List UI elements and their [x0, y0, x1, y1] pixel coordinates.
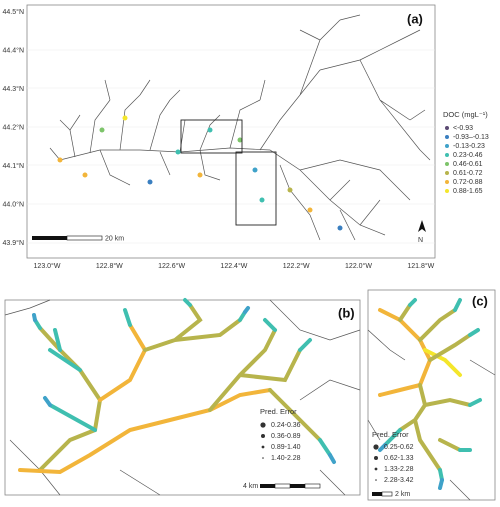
- legend-swatch: [374, 467, 378, 471]
- stream-network-b: [18, 298, 336, 475]
- legend-swatch: [445, 189, 449, 193]
- north-arrow: [418, 220, 426, 232]
- legend-swatch: [373, 444, 379, 450]
- lon-label: 122.4°W: [220, 262, 247, 270]
- scale-label: 2 km: [395, 491, 410, 498]
- legend-label: 0.23-0.46: [453, 152, 483, 159]
- lon-label: 122.8°W: [96, 262, 123, 270]
- background-rivers: [367, 329, 496, 501]
- legend-swatch: [445, 162, 449, 166]
- legend-label: 0.89-1.40: [271, 444, 301, 451]
- legend-swatch: [445, 126, 449, 130]
- inset-box-b: [180, 119, 243, 154]
- legend-swatch: [261, 445, 265, 449]
- legend-label: 0.88-1.65: [453, 188, 483, 195]
- panel-label: (c): [472, 293, 488, 308]
- legend-label: -0.13-0.23: [453, 143, 485, 150]
- legend-label: <-0.93: [453, 125, 473, 132]
- legend-b: 0.24-0.36 0.36-0.89 0.89-1.40 1.40-2.28: [260, 422, 301, 462]
- scale-bar: [66, 235, 103, 241]
- legend-swatch: [445, 171, 449, 175]
- legend-label: 1.33-2.28: [384, 466, 414, 473]
- lon-label: 122.6°W: [158, 262, 185, 270]
- scale-label: 4 km: [243, 483, 258, 490]
- legend-swatch: [262, 457, 264, 459]
- legend-label: 2.28-3.42: [384, 477, 414, 484]
- legend-label: 1.40-2.28: [271, 455, 301, 462]
- legend-swatch: [261, 434, 265, 438]
- legend-title: Pred. Error: [260, 407, 297, 416]
- legend-swatch: [445, 180, 449, 184]
- lat-label: 44.4°N: [3, 46, 24, 54]
- legend-a: <-0.93 -0.93–-0.13 -0.13-0.23 0.23-0.46 0.46…: [445, 125, 489, 195]
- sites: [57, 115, 343, 231]
- scale-label: 20 km: [105, 235, 124, 242]
- lon-labels: 123.0°W 122.8°W 122.6°W 122.4°W 122.2°W 122.0…: [34, 262, 435, 270]
- map-frame-c: [367, 289, 496, 501]
- north-label: N: [418, 237, 423, 244]
- inset-box-c: [235, 151, 277, 226]
- panel-label: (a): [407, 11, 423, 26]
- graticule: [27, 49, 435, 244]
- legend-label: -0.93–-0.13: [453, 134, 489, 141]
- legend-title: DOC (mgL⁻¹): [443, 110, 488, 119]
- lat-label: 44.1°N: [3, 162, 24, 170]
- legend-label: 0.36-0.89: [271, 433, 301, 440]
- lat-label: 43.9°N: [3, 239, 24, 247]
- legend-c: 0.25-0.62 0.62-1.33 1.33-2.28 2.28-3.42: [373, 444, 414, 484]
- legend-swatch: [445, 135, 449, 139]
- legend-swatch: [375, 479, 377, 481]
- stream-network-c: [378, 298, 482, 490]
- lon-label: 123.0°W: [34, 262, 61, 270]
- map-frame-b: [4, 299, 361, 496]
- legend-label: 0.25-0.62: [384, 444, 414, 451]
- map-frame-a: [26, 4, 436, 259]
- legend-swatch: [445, 153, 449, 157]
- lat-label: 44.2°N: [3, 123, 24, 131]
- legend-swatch: [260, 422, 266, 428]
- lon-label: 122.2°W: [283, 262, 310, 270]
- lat-label: 44.5°N: [3, 8, 24, 16]
- panel-label: (b): [338, 305, 355, 320]
- legend-label: 0.24-0.36: [271, 422, 301, 429]
- lat-label: 44.3°N: [3, 85, 24, 93]
- river-network: [49, 14, 431, 241]
- legend-label: 0.61-0.72: [453, 170, 483, 177]
- lon-label: 121.8°W: [407, 262, 434, 270]
- lat-label: 44.0°N: [3, 200, 24, 208]
- legend-label: 0.62-1.33: [384, 455, 414, 462]
- legend-swatch: [374, 456, 378, 460]
- lon-label: 122.0°W: [345, 262, 372, 270]
- legend-label: 0.46-0.61: [453, 161, 483, 168]
- legend-label: 0.72-0.88: [453, 179, 483, 186]
- lat-labels: 44.5°N 44.4°N 44.3°N 44.2°N 44.1°N 44.0°N 43.9…: [3, 8, 24, 247]
- legend-title: Pred. Error: [372, 430, 409, 439]
- scale-bar: [32, 236, 67, 240]
- legend-swatch: [445, 144, 449, 148]
